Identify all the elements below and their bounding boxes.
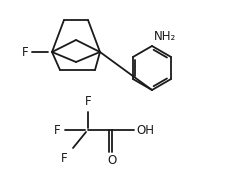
Text: OH: OH <box>135 124 153 136</box>
Text: NH₂: NH₂ <box>153 30 175 43</box>
Text: O: O <box>107 154 116 167</box>
Text: F: F <box>61 152 68 165</box>
Text: F: F <box>84 95 91 108</box>
Text: F: F <box>22 46 28 58</box>
Text: F: F <box>54 124 61 136</box>
